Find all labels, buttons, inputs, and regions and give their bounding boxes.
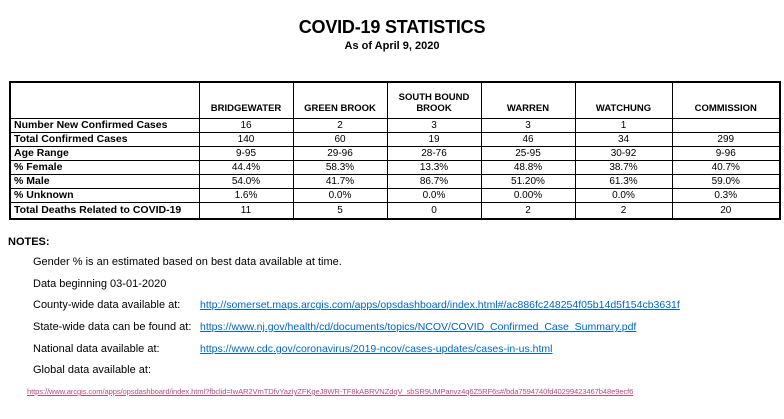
table-cell: 58.3% — [292, 159, 388, 175]
notes-heading: NOTES: — [8, 236, 50, 248]
global-data-link[interactable]: https://www.arcgis.com/apps/opsdashboard… — [27, 387, 634, 396]
table-cell: 0.0% — [386, 187, 482, 203]
table-row: Total Confirmed Cases 140 60 19 46 34 29… — [9, 131, 781, 147]
table-cell: 41.7% — [292, 173, 388, 189]
table-row: % Female 44.4% 58.3% 13.3% 48.8% 38.7% 4… — [9, 159, 781, 175]
table-cell: 30-92 — [574, 145, 673, 161]
county-data-row: County-wide data available at: http://som… — [33, 299, 680, 311]
table-cell: 3 — [480, 117, 576, 133]
table-header-row: BRIDGEWATER GREEN BROOK SOUTH BOUND BROO… — [9, 81, 781, 119]
table-cell: 9-95 — [198, 145, 294, 161]
row-label: Total Confirmed Cases — [9, 131, 200, 147]
table-cell: 0.0% — [574, 187, 673, 203]
table-cell: 38.7% — [574, 159, 673, 175]
page-title: COVID-19 STATISTICS — [298, 17, 486, 37]
table-cell: 86.7% — [386, 173, 482, 189]
row-label: % Male — [9, 173, 200, 189]
table-cell: 0 — [386, 201, 482, 220]
table-cell: 16 — [198, 117, 294, 133]
table-cell — [671, 117, 781, 133]
table-cell: 3 — [386, 117, 482, 133]
county-data-link[interactable]: http://somerset.maps.arcgis.com/apps/ops… — [200, 299, 680, 311]
table-cell: 44.4% — [198, 159, 294, 175]
table-cell: 0.3% — [671, 187, 781, 203]
table-cell: 34 — [574, 131, 673, 147]
table-cell: 11 — [198, 201, 294, 220]
table-cell: 1 — [574, 117, 673, 133]
column-header-commission: COMMISSION — [671, 81, 781, 119]
table-cell: 19 — [386, 131, 482, 147]
table-cell: 299 — [671, 131, 781, 147]
table-row: % Unknown 1.6% 0.0% 0.0% 0.00% 0.0% 0.3% — [9, 187, 781, 203]
table-cell: 54.0% — [198, 173, 294, 189]
table-cell: 13.3% — [386, 159, 482, 175]
column-header-south-bound-brook: SOUTH BOUND BROOK — [386, 81, 482, 119]
note-gender-estimate: Gender % is an estimated based on best d… — [33, 256, 342, 268]
table-cell: 2 — [292, 117, 388, 133]
national-data-row: National data available at: https://www.c… — [33, 343, 553, 355]
table-row: Age Range 9-95 29-96 28-76 25-95 30-92 9… — [9, 145, 781, 161]
global-link-label: Global data available at: — [33, 364, 152, 376]
table-cell: 29-96 — [292, 145, 388, 161]
table-cell: 40.7% — [671, 159, 781, 175]
row-label: % Female — [9, 159, 200, 175]
column-header-warren: WARREN — [480, 81, 576, 119]
table-cell: 25-95 — [480, 145, 576, 161]
table-cell: 51.20% — [480, 173, 576, 189]
table-cell: 46 — [480, 131, 576, 147]
table-cell: 20 — [671, 201, 781, 220]
note-data-beginning: Data beginning 03-01-2020 — [33, 278, 167, 290]
table-cell: 9-96 — [671, 145, 781, 161]
county-link-label: County-wide data available at: — [33, 299, 181, 311]
table-cell: 59.0% — [671, 173, 781, 189]
column-header-blank — [9, 81, 200, 119]
table-cell: 60 — [292, 131, 388, 147]
row-label: % Unknown — [9, 187, 200, 203]
row-label: Age Range — [9, 145, 200, 161]
table-cell: 2 — [574, 201, 673, 220]
column-header-green-brook: GREEN BROOK — [292, 81, 388, 119]
table-cell: 0.0% — [292, 187, 388, 203]
table-row: Total Deaths Related to COVID-19 11 5 0 … — [9, 201, 781, 220]
column-header-watchung: WATCHUNG — [574, 81, 673, 119]
page-subtitle: As of April 9, 2020 — [344, 40, 440, 52]
row-label: Total Deaths Related to COVID-19 — [9, 201, 200, 220]
global-data-row: https://www.arcgis.com/apps/opsdashboard… — [27, 381, 633, 399]
table-cell: 1.6% — [198, 187, 294, 203]
table-cell: 5 — [292, 201, 388, 220]
table-row: % Male 54.0% 41.7% 86.7% 51.20% 61.3% 59… — [9, 173, 781, 189]
column-header-bridgewater: BRIDGEWATER — [198, 81, 294, 119]
table-cell: 0.00% — [480, 187, 576, 203]
table-cell: 48.8% — [480, 159, 576, 175]
state-link-label: State-wide data can be found at: — [33, 321, 192, 333]
table-cell: 28-76 — [386, 145, 482, 161]
state-data-link[interactable]: https://www.nj.gov/health/cd/documents/t… — [200, 321, 637, 333]
row-label: Number New Confirmed Cases — [9, 117, 200, 133]
table-cell: 61.3% — [574, 173, 673, 189]
national-data-link[interactable]: https://www.cdc.gov/coronavirus/2019-nco… — [200, 343, 553, 355]
covid-stats-table: BRIDGEWATER GREEN BROOK SOUTH BOUND BROO… — [9, 81, 781, 220]
national-link-label: National data available at: — [33, 343, 160, 355]
table-cell: 140 — [198, 131, 294, 147]
table-cell: 2 — [480, 201, 576, 220]
table-row: Number New Confirmed Cases 16 2 3 3 1 — [9, 117, 781, 133]
state-data-row: State-wide data can be found at: https://… — [33, 321, 636, 333]
